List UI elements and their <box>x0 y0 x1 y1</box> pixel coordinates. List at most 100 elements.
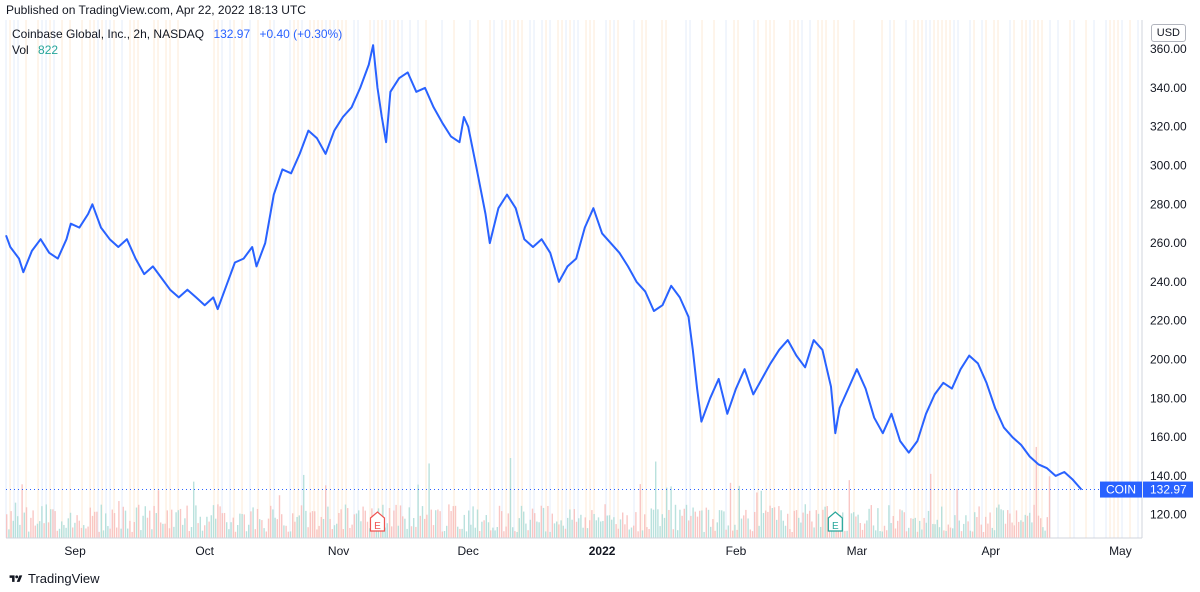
volume-bar <box>978 506 980 538</box>
y-tick-label: 360.00 <box>1150 42 1187 56</box>
volume-bar <box>591 510 593 538</box>
volume-bar <box>677 530 679 538</box>
volume-bar <box>993 530 996 538</box>
volume-bar <box>219 506 221 538</box>
volume-bar <box>820 526 822 538</box>
volume-bar <box>593 513 595 538</box>
volume-bar <box>578 518 580 538</box>
earnings-marker[interactable]: E <box>827 511 843 532</box>
volume-bar <box>230 522 232 538</box>
volume-bar <box>855 516 857 538</box>
volume-bar <box>80 527 83 538</box>
volume-bar <box>875 530 877 538</box>
volume-bar <box>1007 510 1009 538</box>
volume-bar <box>494 530 496 538</box>
volume-bar <box>109 528 111 538</box>
volume-bar <box>41 506 43 538</box>
volume-bar <box>584 517 586 538</box>
volume-bar <box>822 509 824 538</box>
volume-bar <box>479 531 481 538</box>
volume-bar <box>635 512 637 538</box>
volume-bar <box>776 519 778 538</box>
volume-bar <box>857 514 859 538</box>
tradingview-logo-icon <box>9 574 23 582</box>
volume-bar <box>600 521 602 538</box>
volume-bar <box>331 529 333 538</box>
volume-bar <box>426 514 428 538</box>
volume-bar <box>538 522 540 538</box>
volume-bar <box>925 522 927 538</box>
chart-legend: Coinbase Global, Inc., 2h, NASDAQ 132.97… <box>12 26 342 58</box>
volume-bar <box>681 515 683 538</box>
volume-bar <box>157 490 160 538</box>
volume-bar <box>743 515 745 538</box>
volume-bar <box>36 523 39 538</box>
volume-bar <box>289 531 292 538</box>
volume-bar <box>223 512 226 538</box>
volume-bar <box>1013 525 1015 538</box>
volume-bar <box>415 526 417 538</box>
volume-bar <box>435 510 437 538</box>
volume-bar <box>410 526 413 538</box>
volume-bar <box>727 525 729 538</box>
volume-bar <box>846 530 848 538</box>
volume-bar <box>760 490 762 538</box>
volume-bar <box>969 530 971 538</box>
currency-button[interactable]: USD <box>1150 24 1186 42</box>
volume-bar <box>1002 510 1004 538</box>
volume-bar <box>498 505 501 538</box>
volume-bar <box>384 527 386 538</box>
volume-bar <box>250 511 252 538</box>
y-tick-label: 140.00 <box>1150 469 1187 483</box>
volume-bar <box>303 474 305 538</box>
y-tick-label: 160.00 <box>1150 430 1187 444</box>
volume-bar <box>701 510 703 538</box>
volume-bar <box>318 525 320 538</box>
volume-bar <box>633 525 635 538</box>
volume-bar <box>547 505 549 538</box>
volume-bar <box>91 515 94 538</box>
volume-bar <box>655 461 657 538</box>
volume-bar <box>758 525 760 538</box>
volume-bar <box>580 514 582 538</box>
volume-bar <box>690 515 692 538</box>
volume-bar <box>421 506 424 538</box>
volume-bar <box>228 529 230 538</box>
volume-bar <box>848 480 850 538</box>
chart-area[interactable]: 120.00 140.00 160.00 180.00 200.00 220.00 240.… <box>0 3 1200 566</box>
price-tag-ticker: COIN <box>1106 483 1136 497</box>
volume-bar <box>320 516 322 538</box>
price-series-line <box>5 44 1083 491</box>
volume-bar <box>798 517 800 538</box>
volume-bar <box>1026 515 1029 538</box>
volume-bar <box>50 509 52 538</box>
volume-bar <box>454 505 457 538</box>
volume-bar <box>474 527 476 538</box>
volume-bar <box>485 515 487 538</box>
volume-bar <box>54 511 56 538</box>
price-chart[interactable]: 120.00 140.00 160.00 180.00 200.00 220.00 240.… <box>0 3 1200 566</box>
volume-bar <box>1029 512 1031 538</box>
volume-bar <box>778 506 780 538</box>
volume-bar <box>844 530 846 538</box>
volume-bar <box>265 531 267 538</box>
tradingview-footer[interactable]: TradingView <box>8 571 100 586</box>
earnings-marker[interactable]: E <box>369 511 386 532</box>
volume-bar <box>281 514 283 538</box>
volume-bar <box>782 520 784 538</box>
volume-bar <box>501 511 503 538</box>
volume-bar <box>386 523 388 538</box>
volume-bar <box>573 509 575 538</box>
volume-bar <box>465 531 468 538</box>
volume-bar <box>644 514 646 538</box>
volume-bar <box>1035 446 1037 538</box>
volume-bar <box>83 525 85 538</box>
volume-bar <box>195 505 197 538</box>
volume-bar <box>105 513 107 538</box>
volume-bar <box>424 518 426 538</box>
volume-bar <box>375 530 377 538</box>
volume-bar <box>439 511 441 538</box>
volume-bar <box>116 527 118 538</box>
volume-bar <box>61 521 63 538</box>
volume-bar <box>536 521 538 538</box>
